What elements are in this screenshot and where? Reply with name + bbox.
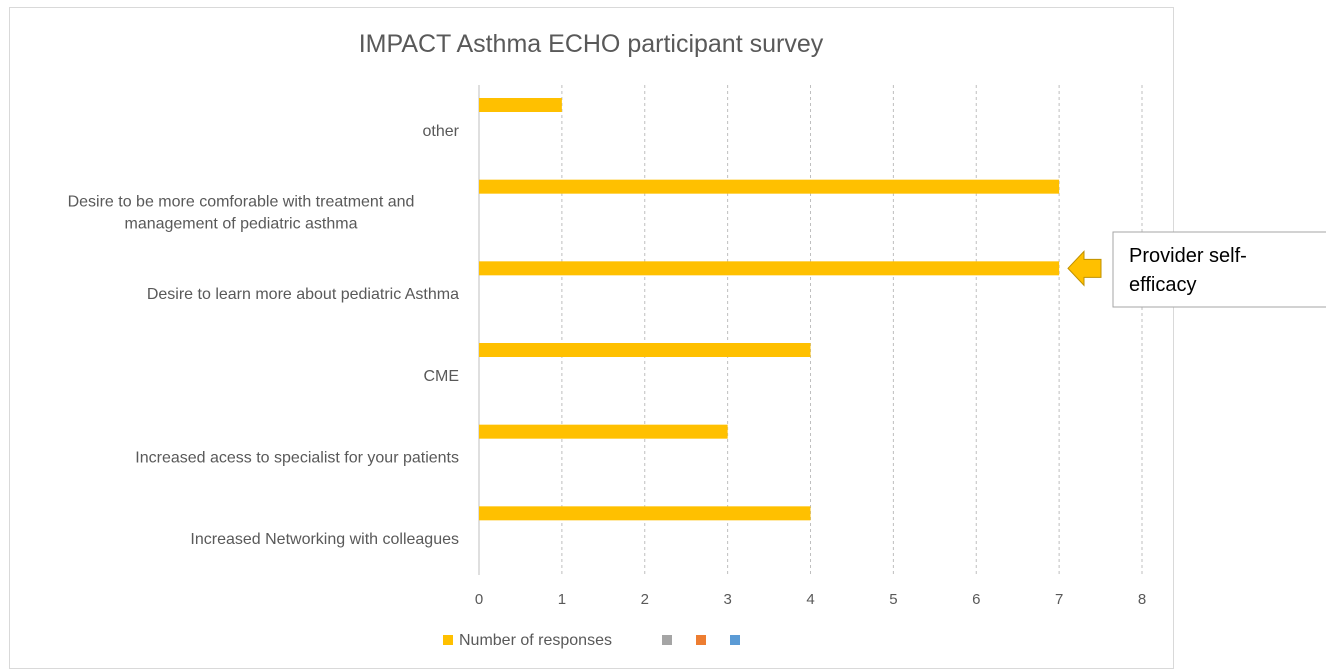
bar — [479, 98, 562, 112]
legend-swatch — [662, 635, 672, 645]
callout-arrow-icon — [1067, 250, 1102, 287]
legend-swatch — [730, 635, 740, 645]
category-label: CME — [423, 368, 459, 385]
category-label-line: Desire to be more comforable with treatm… — [68, 194, 415, 211]
x-tick-label: 3 — [723, 591, 731, 608]
x-tick-label: 5 — [889, 591, 897, 608]
x-tick-label: 1 — [558, 591, 566, 608]
x-tick-label: 8 — [1138, 591, 1146, 608]
callout-text: Provider self-efficacy — [1129, 245, 1247, 296]
chart-frame — [9, 7, 1174, 669]
x-tick-label: 6 — [972, 591, 980, 608]
category-label-line: other — [423, 123, 460, 140]
legend-label: Number of responses — [459, 632, 612, 649]
bar — [479, 506, 811, 521]
x-tick-label: 0 — [475, 591, 483, 608]
x-tick-label: 4 — [806, 591, 814, 608]
category-label-line: management of pediatric asthma — [124, 216, 357, 233]
chart-title: IMPACT Asthma ECHO participant survey — [359, 30, 824, 58]
x-tick-label: 7 — [1055, 591, 1063, 608]
category-label-line: Increased acess to specialist for your p… — [135, 450, 459, 467]
legend-swatch — [443, 635, 453, 645]
bar — [479, 261, 1060, 276]
category-label: Increased acess to specialist for your p… — [135, 450, 459, 467]
legend-swatch — [696, 635, 706, 645]
category-label: Desire to be more comforable with treatm… — [68, 194, 415, 233]
bar — [479, 424, 728, 439]
callout-line: Provider self- — [1129, 245, 1247, 267]
x-tick-label: 2 — [641, 591, 649, 608]
category-label: Increased Networking with colleagues — [190, 531, 459, 548]
category-label: other — [423, 123, 460, 140]
category-label: Desire to learn more about pediatric Ast… — [147, 286, 459, 303]
callout-box — [1112, 231, 1326, 308]
category-label-line: Increased Networking with colleagues — [190, 531, 459, 548]
category-label-line: CME — [423, 368, 459, 385]
category-label-line: Desire to learn more about pediatric Ast… — [147, 286, 459, 303]
bar — [479, 343, 811, 357]
bar — [479, 179, 1060, 194]
callout-line: efficacy — [1129, 274, 1196, 296]
